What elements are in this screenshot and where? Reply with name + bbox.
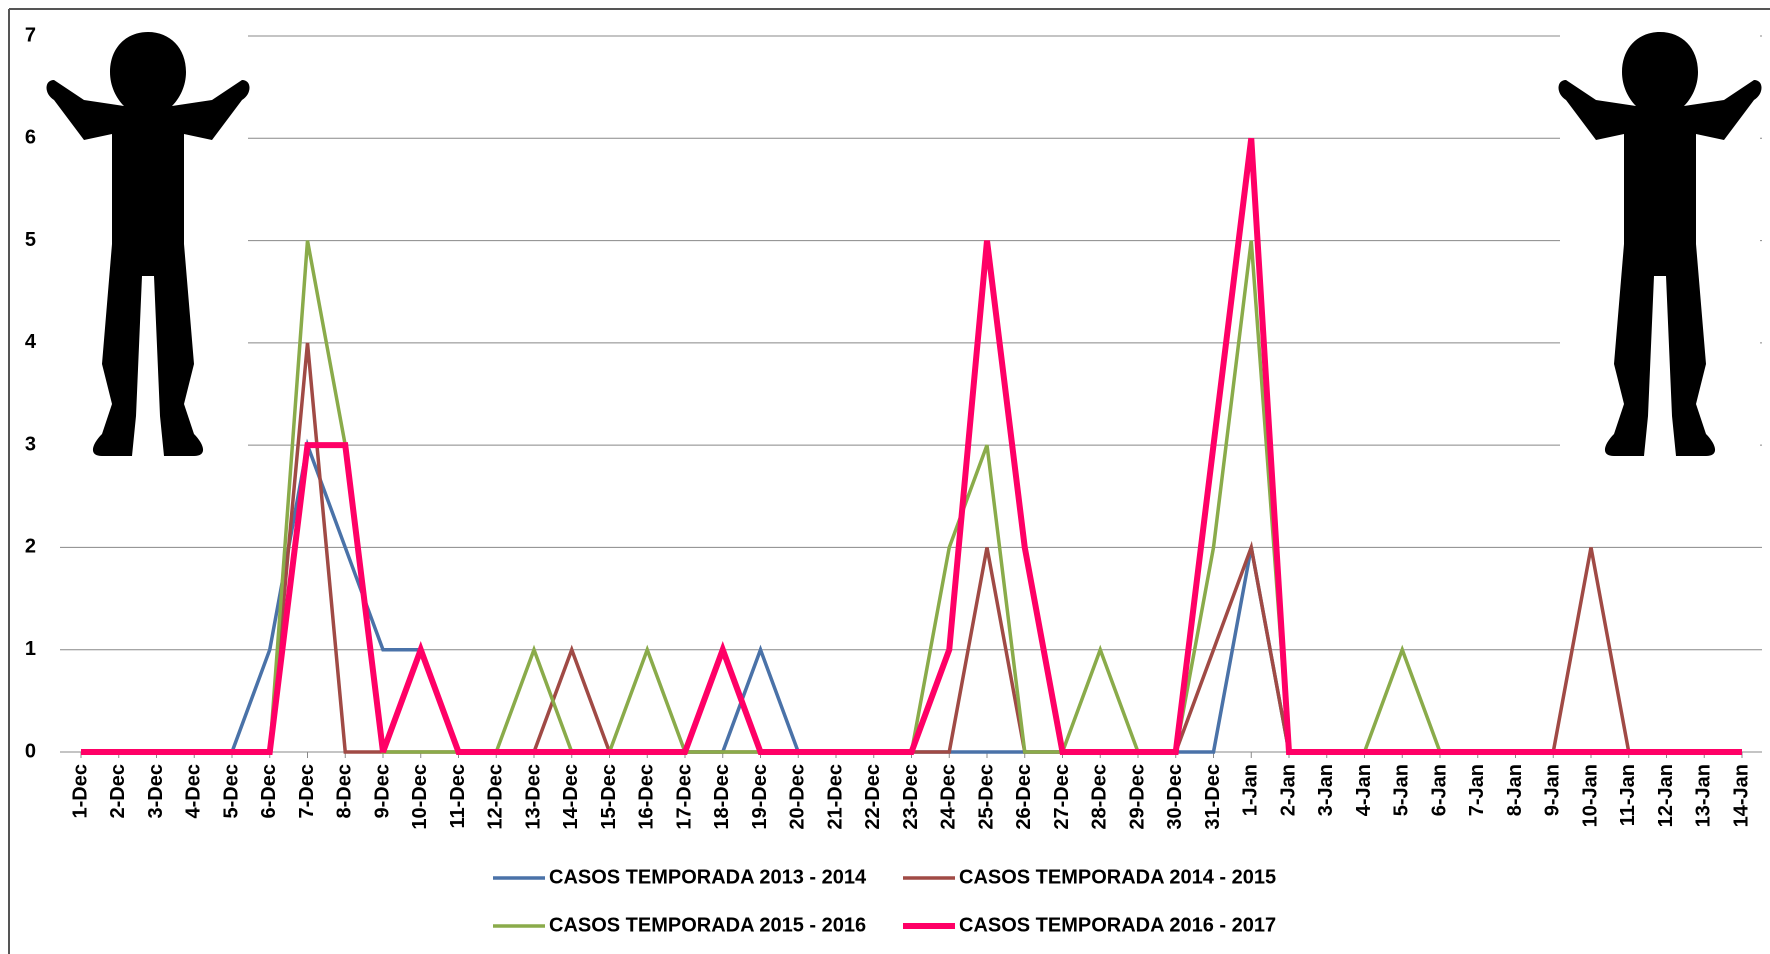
x-tick-label: 2-Jan	[1277, 764, 1299, 816]
x-tick-label: 10-Dec	[409, 764, 431, 830]
x-tick-label: 7-Jan	[1466, 764, 1488, 816]
x-tick-label: 1-Dec	[69, 764, 91, 818]
legend-label: CASOS TEMPORADA 2016 - 2017	[959, 914, 1276, 936]
x-tick-label: 11-Jan	[1617, 764, 1639, 826]
x-tick-label: 3-Jan	[1315, 764, 1337, 816]
x-tick-label: 14-Jan	[1730, 764, 1752, 827]
x-tick-label: 21-Dec	[824, 764, 846, 830]
x-tick-label: 31-Dec	[1202, 764, 1224, 830]
y-tick-label: 7	[25, 24, 36, 46]
x-tick-label: 20-Dec	[787, 764, 809, 830]
silhouette	[1558, 22, 1762, 462]
series-line	[81, 240, 1742, 754]
x-tick-label: 1-Jan	[1240, 764, 1262, 816]
series-line	[81, 137, 1742, 755]
y-tick-label: 6	[25, 127, 36, 149]
y-tick-label: 3	[25, 433, 36, 455]
y-tick-label: 2	[25, 536, 36, 558]
figure	[46, 32, 250, 456]
x-tick-label: 30-Dec	[1164, 764, 1186, 830]
y-tick-label: 0	[25, 740, 36, 762]
x-tick-label: 28-Dec	[1089, 764, 1111, 830]
figure	[1558, 32, 1762, 456]
x-tick-label: 6-Dec	[258, 764, 280, 818]
x-tick-label: 27-Dec	[1051, 764, 1073, 830]
x-tick-label: 15-Dec	[598, 764, 620, 830]
x-tick-label: 9-Jan	[1542, 764, 1564, 816]
x-tick-label: 9-Dec	[371, 764, 393, 818]
x-tick-label: 8-Dec	[334, 764, 356, 818]
legend-label: CASOS TEMPORADA 2015 - 2016	[549, 914, 866, 936]
x-tick-label: 3-Dec	[145, 764, 167, 818]
x-tick-label: 10-Jan	[1579, 764, 1601, 827]
legend-label: CASOS TEMPORADA 2013 - 2014	[549, 866, 867, 888]
x-tick-label: 13-Jan	[1693, 764, 1715, 827]
x-tick-label: 12-Jan	[1655, 764, 1677, 827]
x-tick-label: 14-Dec	[560, 764, 582, 830]
x-tick-label: 24-Dec	[938, 764, 960, 830]
x-tick-label: 16-Dec	[636, 764, 658, 830]
x-tick-label: 25-Dec	[975, 764, 997, 830]
x-tick-label: 7-Dec	[296, 764, 318, 818]
x-tick-label: 4-Dec	[183, 764, 205, 818]
x-tick-label: 13-Dec	[522, 764, 544, 830]
x-tick-label: 5-Jan	[1391, 764, 1413, 816]
y-tick-label: 4	[25, 331, 37, 353]
silhouette	[46, 22, 250, 462]
y-tick-label: 1	[25, 638, 36, 660]
x-tick-label: 22-Dec	[862, 764, 884, 830]
x-tick-label: 8-Jan	[1504, 764, 1526, 816]
x-tick-label: 4-Jan	[1353, 764, 1375, 816]
x-tick-label: 26-Dec	[1013, 764, 1035, 830]
x-tick-label: 29-Dec	[1126, 764, 1148, 830]
x-tick-label: 17-Dec	[673, 764, 695, 830]
x-tick-label: 11-Dec	[447, 764, 469, 829]
x-tick-label: 12-Dec	[485, 764, 507, 830]
x-tick-label: 19-Dec	[749, 764, 771, 830]
x-tick-label: 23-Dec	[900, 764, 922, 830]
x-tick-label: 18-Dec	[711, 764, 733, 830]
x-tick-label: 5-Dec	[220, 764, 242, 818]
x-tick-label: 2-Dec	[107, 764, 129, 818]
y-tick-label: 5	[25, 229, 36, 251]
legend-label: CASOS TEMPORADA 2014 - 2015	[959, 866, 1276, 888]
x-tick-label: 6-Jan	[1428, 764, 1450, 816]
